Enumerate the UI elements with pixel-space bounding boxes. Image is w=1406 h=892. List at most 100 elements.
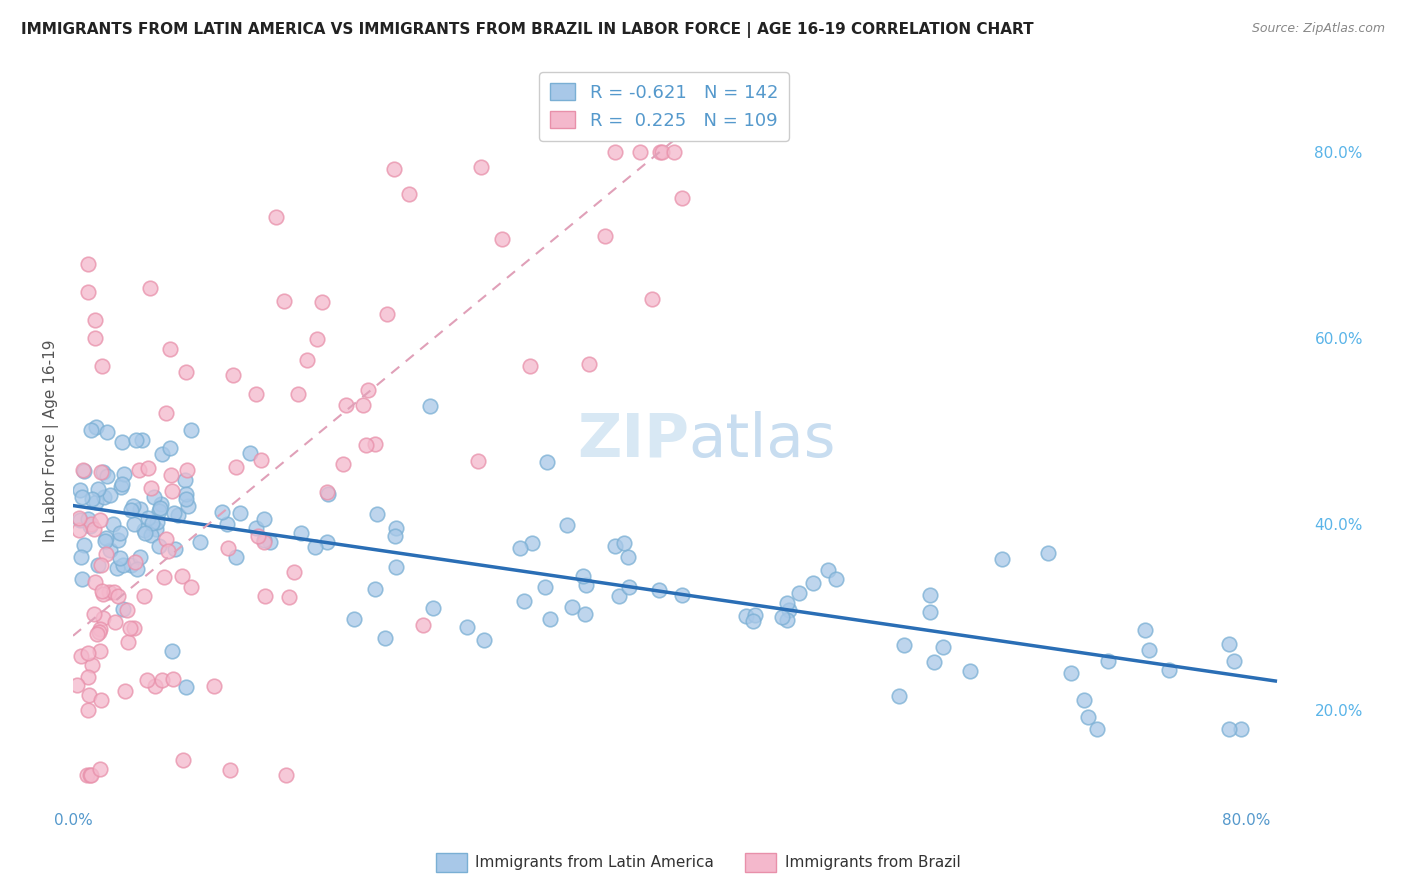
Point xyxy=(787,586,810,600)
Point xyxy=(918,588,941,602)
Point xyxy=(117,635,139,649)
Point xyxy=(69,513,91,527)
Point xyxy=(79,519,101,533)
Point xyxy=(104,615,127,629)
Point xyxy=(83,522,105,536)
Point xyxy=(93,490,115,504)
Point xyxy=(217,541,239,555)
Point xyxy=(419,399,441,413)
Point xyxy=(162,506,184,520)
Point xyxy=(343,612,366,626)
Point xyxy=(770,610,793,624)
Point xyxy=(80,657,103,672)
Point xyxy=(112,602,135,616)
Point xyxy=(145,522,167,536)
Point xyxy=(89,624,111,639)
Point xyxy=(139,481,162,495)
Point xyxy=(172,568,194,582)
Point xyxy=(73,464,96,478)
Point xyxy=(412,618,434,632)
Point xyxy=(139,281,162,295)
Text: IMMIGRANTS FROM LATIN AMERICA VS IMMIGRANTS FROM BRAZIL IN LABOR FORCE | AGE 16-: IMMIGRANTS FROM LATIN AMERICA VS IMMIGRA… xyxy=(21,22,1033,38)
Point xyxy=(111,558,134,572)
Point xyxy=(114,684,136,698)
Point xyxy=(304,540,326,554)
Point xyxy=(318,487,340,501)
Point xyxy=(86,627,108,641)
Point xyxy=(84,331,107,345)
Point xyxy=(959,665,981,679)
Point xyxy=(136,673,159,687)
Point xyxy=(176,486,198,500)
Point xyxy=(110,480,132,494)
Point xyxy=(247,529,270,543)
Point xyxy=(132,523,155,537)
Point xyxy=(90,693,112,707)
Point xyxy=(352,399,374,413)
Point xyxy=(305,332,328,346)
Point xyxy=(111,435,134,450)
Point xyxy=(1137,642,1160,657)
Point xyxy=(332,458,354,472)
Point xyxy=(617,580,640,594)
Point xyxy=(1218,722,1240,736)
Point xyxy=(160,644,183,658)
Point xyxy=(188,535,211,549)
Point xyxy=(77,512,100,526)
Point xyxy=(120,621,142,635)
Point xyxy=(80,492,103,507)
Point xyxy=(617,549,640,564)
Point xyxy=(225,550,247,565)
Text: atlas: atlas xyxy=(689,411,837,470)
Point xyxy=(174,681,197,695)
Point xyxy=(239,446,262,460)
Point xyxy=(509,541,531,556)
Point xyxy=(124,517,146,532)
Point xyxy=(311,295,333,310)
Point xyxy=(115,603,138,617)
Point xyxy=(778,603,800,617)
Point xyxy=(131,434,153,448)
Point xyxy=(69,483,91,497)
Point xyxy=(422,601,444,615)
Point xyxy=(76,285,98,299)
Point xyxy=(141,516,163,530)
Point xyxy=(72,463,94,477)
Point xyxy=(593,229,616,244)
Point xyxy=(219,763,242,777)
Point xyxy=(374,631,396,645)
Point xyxy=(172,753,194,767)
Point xyxy=(91,359,114,373)
Point xyxy=(111,477,134,491)
Point xyxy=(991,551,1014,566)
Point xyxy=(107,589,129,603)
Point xyxy=(1059,666,1081,681)
Point xyxy=(572,569,595,583)
Point xyxy=(180,423,202,437)
Point xyxy=(887,690,910,704)
Point xyxy=(163,542,186,557)
Point xyxy=(143,490,166,504)
Point xyxy=(335,398,357,412)
Point xyxy=(671,588,693,602)
Point xyxy=(918,605,941,619)
Point xyxy=(155,533,177,547)
Text: Immigrants from Brazil: Immigrants from Brazil xyxy=(785,855,960,870)
Point xyxy=(641,292,664,306)
Point xyxy=(127,561,149,575)
Point xyxy=(128,501,150,516)
Point xyxy=(120,503,142,517)
Point xyxy=(150,673,173,687)
Point xyxy=(134,526,156,541)
Point xyxy=(776,597,799,611)
Point xyxy=(90,466,112,480)
Point xyxy=(578,357,600,371)
Point xyxy=(152,570,174,584)
Point xyxy=(120,558,142,572)
Point xyxy=(744,608,766,623)
Point xyxy=(662,145,685,160)
Point xyxy=(1036,545,1059,559)
Point xyxy=(536,455,558,469)
Point xyxy=(69,549,91,564)
Point xyxy=(167,508,190,522)
